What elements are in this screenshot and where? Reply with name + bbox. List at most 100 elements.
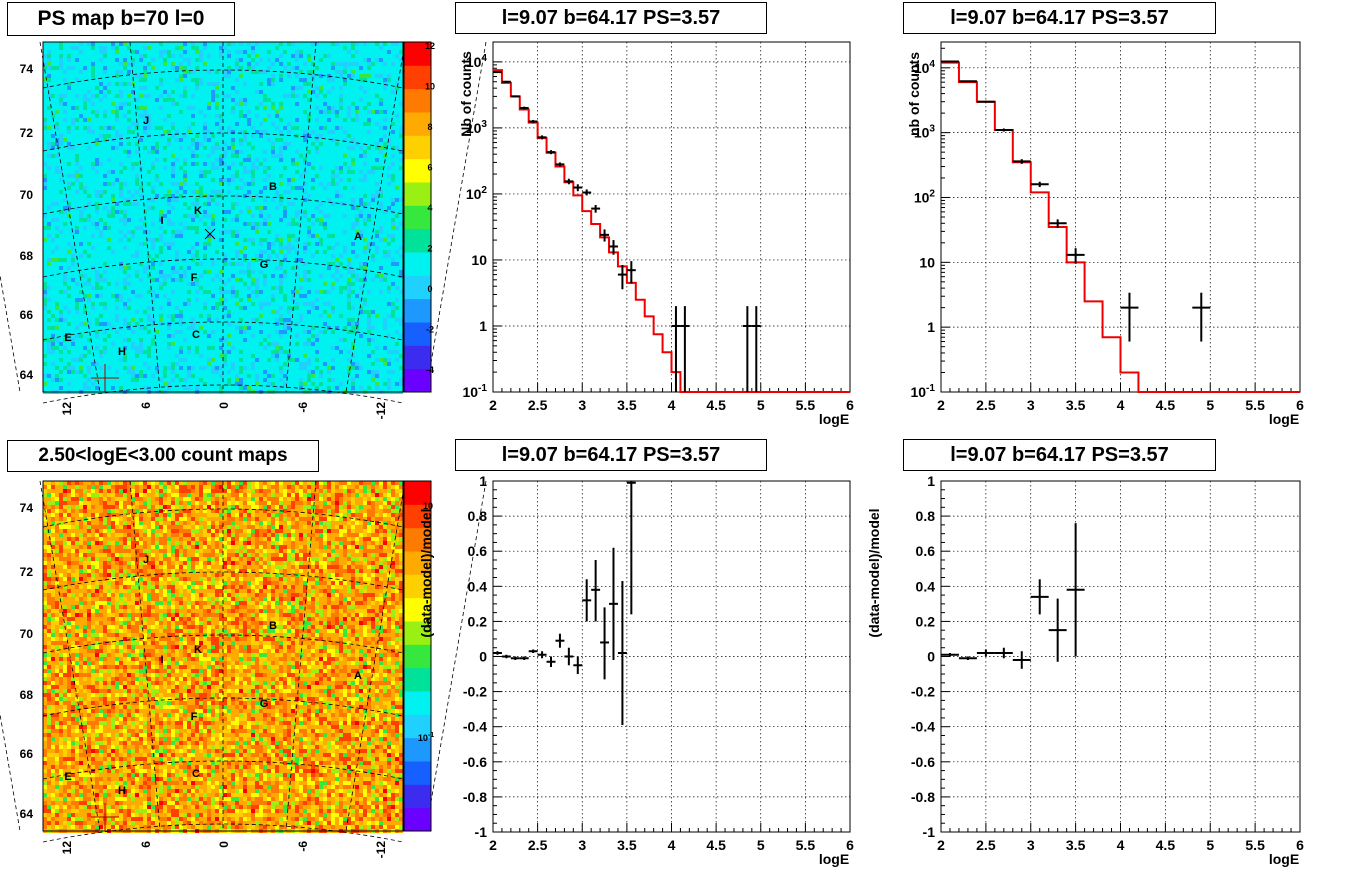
y-axis-label: (data-model)/model (418, 508, 434, 637)
data-point (519, 656, 529, 661)
colorbar-segment (404, 88, 431, 113)
colorbar-tick-label: 12 (425, 41, 435, 51)
data-point (582, 189, 592, 196)
source-label-g: G (260, 698, 269, 710)
colorbar-segment (404, 158, 431, 183)
y-tick-label: 0.6 (916, 543, 936, 559)
x-tick-label: 5 (1206, 397, 1214, 413)
source-label-f: F (191, 272, 198, 284)
x-tick-label: 4 (668, 397, 676, 413)
data-point (600, 229, 610, 242)
colorbar-tick-label: 10 (425, 82, 435, 92)
colorbar-segment (404, 205, 431, 230)
data-point (501, 80, 511, 83)
data-point (680, 306, 690, 392)
x-tick-label: 5 (757, 397, 765, 413)
data-point (976, 649, 995, 657)
data-point (1030, 181, 1049, 188)
data-point (617, 581, 627, 725)
map-x-tick-label: -12 (374, 841, 388, 859)
source-label-j: J (143, 115, 149, 127)
data-point (742, 306, 752, 392)
y-tick-label: 102 (466, 185, 488, 202)
colorbar-segment (404, 574, 431, 599)
colorbar-segment (404, 368, 431, 393)
residual-title-right: l=9.07 b=64.17 PS=3.57 (903, 439, 1216, 471)
y-tick-label: -1 (923, 824, 936, 840)
map-x-tick-label: 6 (139, 402, 153, 409)
colorbar-tick-label: 6 (427, 163, 432, 173)
source-label-f: F (191, 711, 198, 723)
data-point (1012, 159, 1031, 164)
colorbar-segment (404, 135, 431, 160)
y-tick-label: -0.6 (463, 754, 487, 770)
y-axis-label: Nb of counts (458, 51, 474, 137)
colorbar-segment (404, 621, 431, 645)
y-tick-label: 10 (919, 254, 935, 270)
colorbar-segment (404, 481, 431, 505)
colorbar-tick-label: 10-1 (418, 732, 434, 743)
data-point (1066, 248, 1085, 264)
y-tick-label: -0.6 (911, 754, 935, 770)
colorbar-segment (404, 228, 431, 253)
graticule-meridian (0, 711, 21, 832)
colorbar-segment (404, 761, 431, 785)
y-tick-label: 1 (479, 318, 487, 334)
map-y-tick-label: 74 (20, 62, 34, 76)
colorbar-segment (404, 504, 431, 529)
x-tick-label: 2.5 (528, 837, 548, 853)
x-tick-label: 4.5 (706, 397, 726, 413)
x-tick-label: 5 (1206, 837, 1214, 853)
plot-area (941, 42, 1300, 392)
residual-chart-right: 2 2.5 3 3.5 4 4.5 5 5.5 6 -1 -0.8 -0.6 -0.4 -0.2 0 0.2 0… (866, 473, 1304, 867)
data-point (519, 106, 529, 110)
colorbar-tick-label: 8 (427, 122, 432, 132)
x-tick-label: 2 (489, 397, 497, 413)
x-tick-label: 6 (1296, 397, 1304, 413)
map-y-tick-label: 70 (20, 627, 34, 641)
data-point (493, 71, 502, 74)
graticule-meridian (425, 41, 487, 393)
data-point (510, 656, 520, 661)
map-y-tick-label: 64 (20, 368, 34, 382)
map-y-tick-label: 70 (20, 188, 34, 202)
source-label-c: C (192, 768, 200, 780)
y-tick-label: -1 (475, 824, 488, 840)
graticule-meridian (345, 41, 406, 393)
x-tick-label: 3 (578, 397, 586, 413)
colorbar-tick-label: -2 (426, 325, 434, 335)
spectrum-title-right: l=9.07 b=64.17 PS=3.57 (903, 2, 1216, 34)
x-tick-label: 6 (846, 837, 854, 853)
y-tick-label: 0.2 (916, 613, 936, 629)
x-tick-label: 3.5 (617, 837, 637, 853)
map-x-tick-label: 0 (217, 402, 231, 409)
y-tick-label: 103 (466, 119, 488, 136)
map-y-tick-label: 68 (20, 688, 34, 702)
y-tick-label: 10 (471, 252, 487, 268)
source-label-h: H (118, 346, 126, 358)
data-point (528, 119, 538, 124)
x-tick-label: 2.5 (528, 397, 548, 413)
data-point (493, 651, 502, 655)
y-tick-label: 0.4 (468, 578, 488, 594)
graticule-meridian (39, 41, 101, 393)
map-y-tick-label: 74 (20, 501, 34, 515)
data-point (994, 647, 1013, 659)
x-tick-label: 4 (668, 837, 676, 853)
map-x-tick-label: -12 (374, 402, 388, 420)
x-tick-label: 6 (846, 397, 854, 413)
data-point (591, 204, 601, 213)
y-tick-label: -0.8 (911, 789, 935, 805)
x-tick-label: 4.5 (706, 837, 726, 853)
source-label-k: K (194, 205, 202, 217)
graticule-meridian (345, 480, 406, 832)
data-point (1192, 292, 1211, 342)
x-tick-label: 5 (757, 837, 765, 853)
source-label-c: C (192, 329, 200, 341)
map-x-tick-label: -6 (296, 841, 310, 852)
colorbar-tick-label: 0 (427, 284, 432, 294)
data-point (1120, 292, 1139, 342)
data-point (976, 100, 995, 103)
